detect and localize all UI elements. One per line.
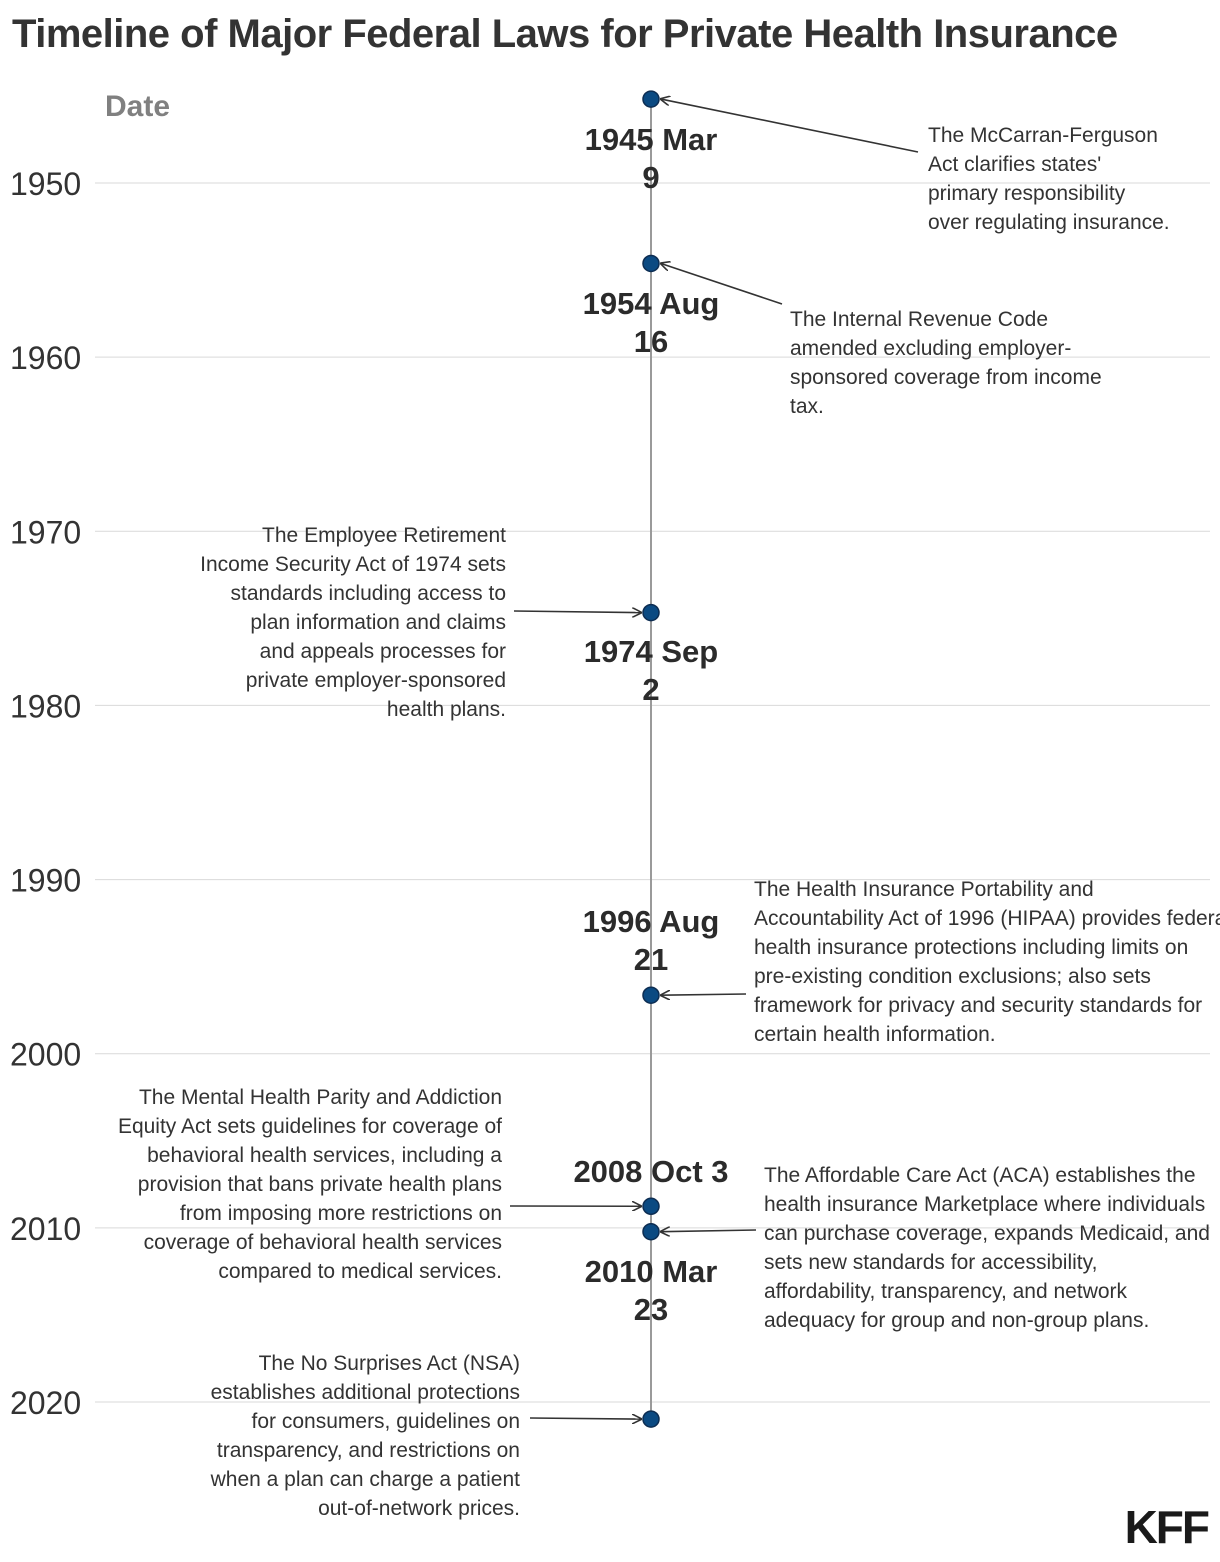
event-annotation-line: certain health information. xyxy=(754,1023,996,1046)
annotation-arrow xyxy=(661,994,747,995)
event-date-label: 2010 Mar xyxy=(585,1254,718,1289)
event-point xyxy=(642,90,660,108)
y-axis-label: Date xyxy=(105,90,170,123)
event-annotation-line: Accountability Act of 1996 (HIPAA) provi… xyxy=(754,907,1220,930)
event-date-label: 1945 Mar xyxy=(585,122,718,157)
event-annotation-line: establishes additional protections xyxy=(211,1381,520,1404)
annotation-arrow xyxy=(513,611,641,613)
y-tick-label: 1960 xyxy=(10,340,81,376)
kff-logo: KFF xyxy=(1124,1501,1210,1553)
annotation-arrow xyxy=(529,1418,641,1419)
event-annotation-line: out-of-network prices. xyxy=(318,1497,520,1520)
event-annotation-line: Act clarifies states' xyxy=(928,153,1101,176)
event-date-label: 21 xyxy=(634,942,668,977)
event-date-label: 23 xyxy=(634,1292,668,1327)
event-annotation-line: plan information and claims xyxy=(250,611,506,634)
event-annotation-line: primary responsibility xyxy=(928,182,1126,205)
event-point xyxy=(642,1222,660,1241)
event-date-label: 1974 Sep xyxy=(584,634,718,669)
chart-title: Timeline of Major Federal Laws for Priva… xyxy=(12,12,1118,56)
event-annotation-line: coverage of behavioral health services xyxy=(144,1231,502,1254)
annotation-arrow xyxy=(661,263,783,305)
event-annotation-line: over regulating insurance. xyxy=(928,211,1170,234)
event-annotation-line: health insurance protections including l… xyxy=(754,936,1188,959)
y-tick-label: 2010 xyxy=(10,1211,81,1247)
event-annotation-line: health insurance Marketplace where indiv… xyxy=(764,1193,1205,1216)
event-annotation-line: and appeals processes for xyxy=(260,640,506,663)
y-tick-label: 1980 xyxy=(10,688,81,724)
event-point xyxy=(642,1410,660,1428)
event-point xyxy=(642,1197,660,1216)
event-annotation-line: transparency, and restrictions on xyxy=(217,1439,520,1462)
y-tick-label: 1950 xyxy=(10,166,81,202)
event-annotation-line: tax. xyxy=(790,395,824,418)
event-date-label: 1954 Aug xyxy=(583,286,720,321)
y-tick-label: 2000 xyxy=(10,1037,81,1073)
event-annotation-line: when a plan can charge a patient xyxy=(210,1468,521,1491)
event-annotation-line: health plans. xyxy=(387,698,506,721)
event-annotation-line: behavioral health services, including a xyxy=(147,1144,502,1167)
event-annotation-line: The Employee Retirement xyxy=(262,524,506,547)
event-date-label: 2 xyxy=(642,672,659,707)
event-annotation-line: adequacy for group and non-group plans. xyxy=(764,1309,1149,1332)
event-annotation-line: can purchase coverage, expands Medicaid,… xyxy=(764,1222,1210,1245)
event-annotation-line: The No Surprises Act (NSA) xyxy=(259,1352,520,1375)
event-annotation-line: sets new standards for accessibility, xyxy=(764,1251,1097,1274)
event-date-label: 16 xyxy=(634,324,668,359)
event-annotation-line: sponsored coverage from income xyxy=(790,366,1102,389)
annotation-arrow xyxy=(661,1230,757,1232)
event-annotation-line: provision that bans private health plans xyxy=(138,1173,502,1196)
event-date-label: 2008 Oct 3 xyxy=(573,1154,728,1189)
event-annotation-line: Income Security Act of 1974 sets xyxy=(200,553,506,576)
y-tick-label: 2020 xyxy=(10,1385,81,1421)
event-point xyxy=(642,254,660,273)
event-annotation-line: standards including access to xyxy=(231,582,507,605)
event-annotation-line: compared to medical services. xyxy=(218,1260,502,1283)
event-annotation-line: The Health Insurance Portability and xyxy=(754,878,1094,901)
event-date-label: 9 xyxy=(642,160,659,195)
event-annotation-line: The McCarran-Ferguson xyxy=(928,124,1158,147)
event-annotation-line: The Internal Revenue Code xyxy=(790,308,1048,331)
event-point xyxy=(642,986,660,1004)
y-tick-label: 1990 xyxy=(10,863,81,899)
event-annotation-line: affordability, transparency, and network xyxy=(764,1280,1128,1303)
annotation-arrow xyxy=(661,99,919,153)
y-tick-label: 1970 xyxy=(10,514,81,550)
event-annotation-line: private employer-sponsored xyxy=(246,669,506,692)
event-annotation-line: amended excluding employer- xyxy=(790,337,1071,360)
event-point xyxy=(642,603,660,622)
event-annotation-line: framework for privacy and security stand… xyxy=(754,994,1202,1017)
event-annotation-line: from imposing more restrictions on xyxy=(180,1202,502,1225)
event-annotation-line: The Affordable Care Act (ACA) establishe… xyxy=(764,1164,1196,1187)
event-annotation-line: Equity Act sets guidelines for coverage … xyxy=(118,1115,502,1138)
event-date-label: 1996 Aug xyxy=(583,904,720,939)
event-annotation-line: The Mental Health Parity and Addiction xyxy=(139,1086,502,1109)
event-annotation-line: pre-existing condition exclusions; also … xyxy=(754,965,1151,988)
event-annotation-line: for consumers, guidelines on xyxy=(252,1410,520,1433)
